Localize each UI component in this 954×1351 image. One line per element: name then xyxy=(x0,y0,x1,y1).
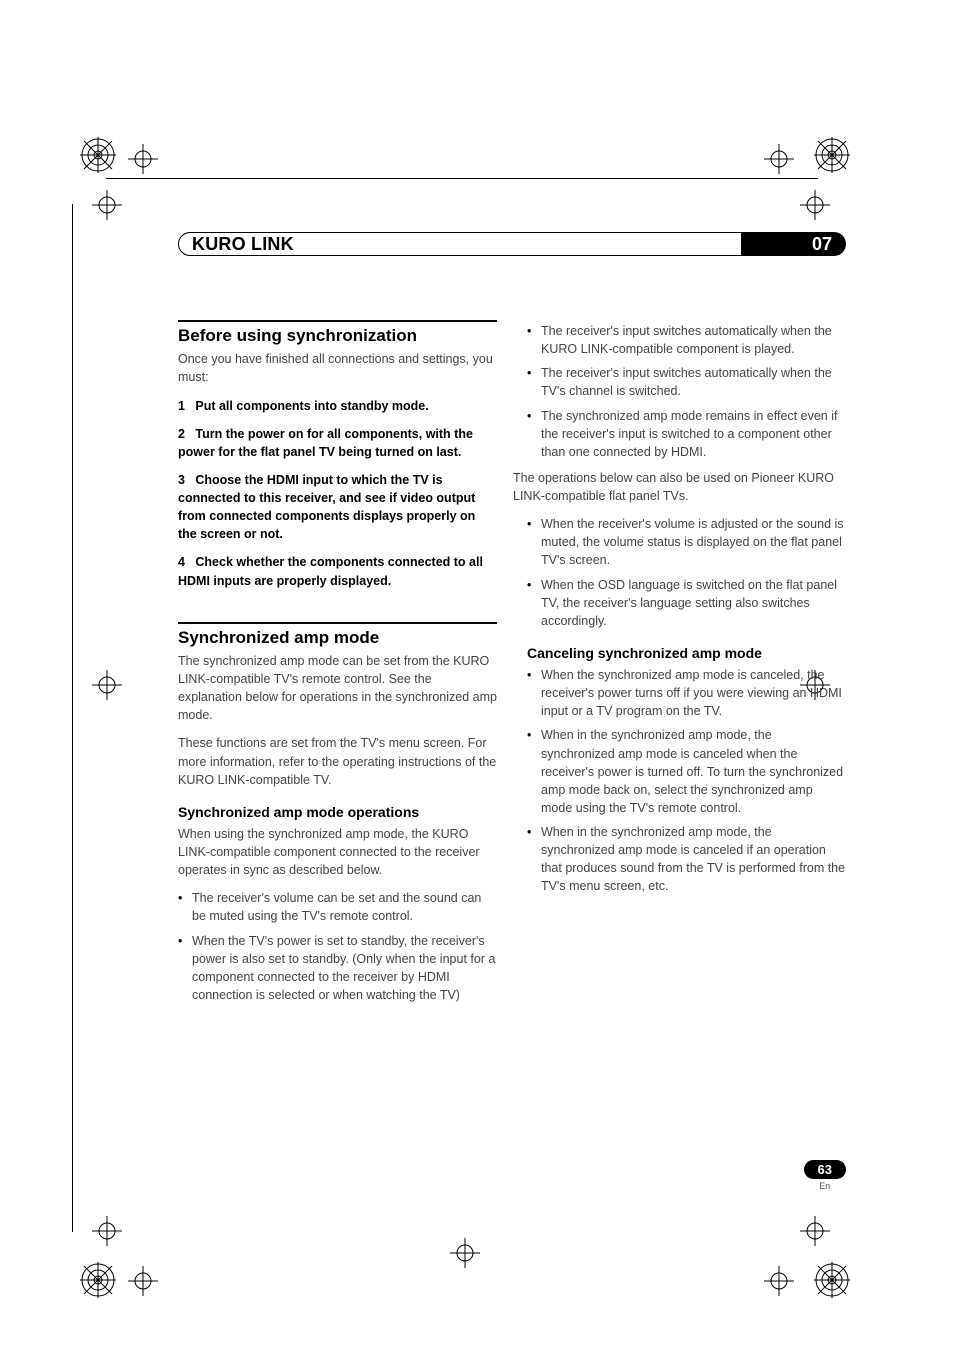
step-2: 2 Turn the power on for all components, … xyxy=(178,425,497,461)
reg-line-top xyxy=(106,178,818,179)
heading-sync-amp: Synchronized amp mode xyxy=(178,622,497,648)
left-column: Before using synchronization Once you ha… xyxy=(178,320,497,1012)
reg-cross-1 xyxy=(128,144,158,174)
chapter-bar: KURO LINK 07 xyxy=(178,232,846,256)
mid-para: The operations below can also be used on… xyxy=(513,469,846,505)
subheading-sync-ops: Synchronized amp mode operations xyxy=(178,803,497,821)
step-4: 4 Check whether the components connected… xyxy=(178,553,497,589)
sync-amp-para2: These functions are set from the TV's me… xyxy=(178,734,497,788)
chapter-number: 07 xyxy=(812,234,832,255)
reg-cross-left-mid xyxy=(92,670,122,700)
page-footer: 63 En xyxy=(804,1160,846,1191)
step-1: 1 Put all components into standby mode. xyxy=(178,397,497,415)
list-item: When the TV's power is set to standby, t… xyxy=(192,932,497,1005)
list-item: When the OSD language is switched on the… xyxy=(541,576,846,630)
chapter-title: KURO LINK xyxy=(192,232,294,256)
reg-target-bl xyxy=(80,1262,116,1298)
page-number-pill: 63 xyxy=(804,1160,846,1179)
reg-line-left xyxy=(72,204,73,1232)
reg-target-br xyxy=(814,1262,850,1298)
cancel-list: When the synchronized amp mode is cancel… xyxy=(527,666,846,896)
list-item: When the synchronized amp mode is cancel… xyxy=(541,666,846,720)
page-root: KURO LINK 07 Before using synchronizatio… xyxy=(0,0,954,1351)
list-item: The receiver's input switches automatica… xyxy=(541,364,846,400)
sync-amp-para1: The synchronized amp mode can be set fro… xyxy=(178,652,497,725)
chapter-number-pill: 07 xyxy=(741,232,846,256)
list-item: When the receiver's volume is adjusted o… xyxy=(541,515,846,569)
reg-cross-8 xyxy=(800,1216,830,1246)
list-item: The receiver's volume can be set and the… xyxy=(192,889,497,925)
reg-cross-bottom-mid xyxy=(450,1238,480,1268)
list-item: The receiver's input switches automatica… xyxy=(541,322,846,358)
cont-list: The receiver's input switches automatica… xyxy=(527,322,846,461)
body-columns: Before using synchronization Once you ha… xyxy=(178,320,846,1012)
right-column: The receiver's input switches automatica… xyxy=(527,320,846,1012)
reg-cross-3 xyxy=(128,1266,158,1296)
intro-before-using: Once you have finished all connections a… xyxy=(178,350,497,386)
reg-target-tl xyxy=(80,137,116,173)
reg-cross-2 xyxy=(764,144,794,174)
reg-cross-4 xyxy=(764,1266,794,1296)
sync-ops-para: When using the synchronized amp mode, th… xyxy=(178,825,497,879)
mid-list: When the receiver's volume is adjusted o… xyxy=(527,515,846,630)
heading-cancel: Canceling synchronized amp mode xyxy=(527,644,846,662)
list-item: When in the synchronized amp mode, the s… xyxy=(541,823,846,896)
list-item: The synchronized amp mode remains in eff… xyxy=(541,407,846,461)
heading-before-using: Before using synchronization xyxy=(178,320,497,346)
sync-ops-list: The receiver's volume can be set and the… xyxy=(178,889,497,1004)
reg-cross-6 xyxy=(800,190,830,220)
page-number: 63 xyxy=(818,1162,832,1177)
reg-cross-7 xyxy=(92,1216,122,1246)
page-lang: En xyxy=(804,1181,846,1191)
step-3: 3 Choose the HDMI input to which the TV … xyxy=(178,471,497,544)
reg-cross-5 xyxy=(92,190,122,220)
list-item: When in the synchronized amp mode, the s… xyxy=(541,726,846,817)
reg-target-tr xyxy=(814,137,850,173)
